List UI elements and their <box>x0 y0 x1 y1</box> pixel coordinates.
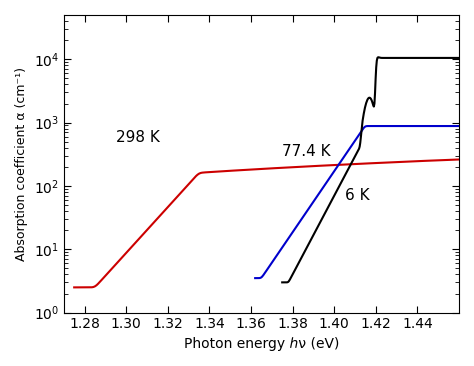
Y-axis label: Absorption coefficient α (cm⁻¹): Absorption coefficient α (cm⁻¹) <box>15 67 28 261</box>
Text: 6 K: 6 K <box>345 188 369 203</box>
Text: 298 K: 298 K <box>116 130 160 145</box>
Text: 77.4 K: 77.4 K <box>282 144 331 159</box>
X-axis label: Photon energy ℎν (eV): Photon energy ℎν (eV) <box>184 337 339 351</box>
